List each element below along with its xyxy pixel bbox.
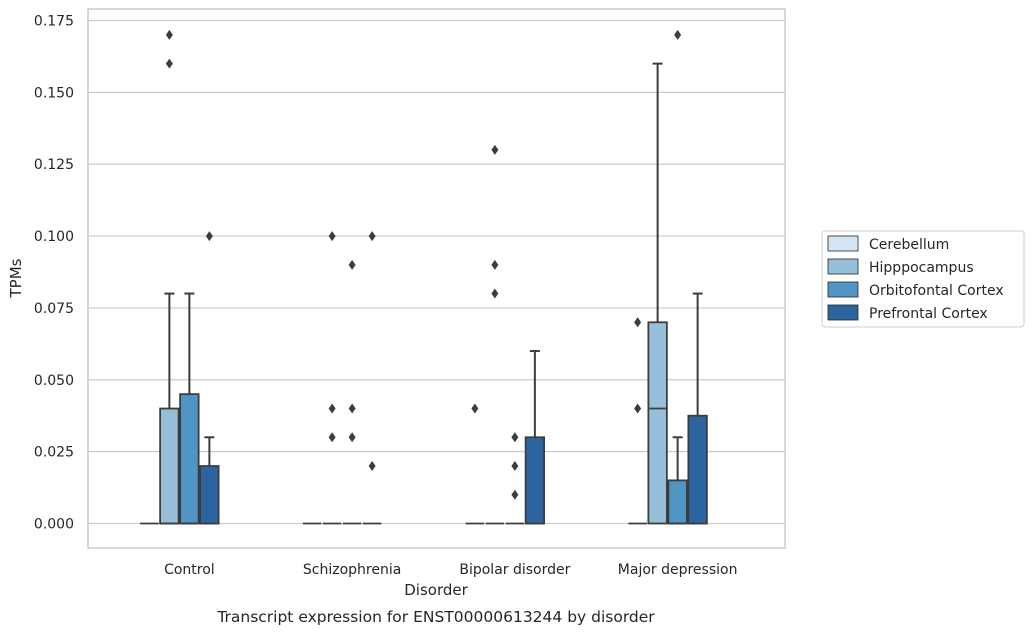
box	[342, 259, 362, 525]
outlier-point	[328, 403, 336, 414]
legend-label: Orbitofontal Cortex	[869, 283, 1004, 299]
y-tick-label: 0.000	[34, 517, 74, 533]
legend-item: Hipppocampus	[827, 258, 974, 276]
outlier-point	[511, 461, 519, 472]
y-tick-label: 0.150	[34, 85, 74, 101]
outlier-point	[348, 403, 356, 414]
x-axis-ticks: Control Schizophrenia Bipolar disorder Majo…	[164, 562, 737, 578]
box-body	[159, 407, 180, 525]
legend-item: Orbitofontal Cortex	[827, 281, 1004, 299]
legend-item: Prefrontal Cortex	[827, 304, 988, 322]
outlier-point	[368, 231, 376, 242]
box	[322, 231, 342, 525]
legend: Cerebellum Hipppocampus Orbitofontal Corte…	[821, 230, 1025, 328]
series-cerebellum	[140, 317, 647, 525]
y-tick-label: 0.125	[34, 157, 74, 173]
x-tick-label: Bipolar disorder	[459, 562, 570, 578]
outlier-point	[491, 288, 499, 299]
outlier-point	[634, 317, 642, 328]
x-tick-label: Schizophrenia	[303, 562, 401, 578]
box-body	[667, 479, 688, 525]
outlier-point	[471, 403, 479, 414]
legend-swatch	[827, 235, 859, 252]
outlier-point	[205, 231, 213, 242]
box	[505, 432, 525, 525]
box-body	[687, 414, 708, 525]
outlier-point	[674, 29, 682, 40]
box	[199, 231, 220, 525]
outlier-point	[165, 58, 173, 69]
outlier-point	[368, 461, 376, 472]
legend-frame	[821, 230, 1025, 328]
series-prefrontal-cortex	[199, 231, 708, 525]
series-hipppocampus	[159, 29, 668, 525]
y-tick-label: 0.025	[34, 445, 74, 461]
legend-label: Hipppocampus	[869, 260, 974, 276]
box	[524, 350, 546, 525]
x-tick-label: Major depression	[618, 562, 738, 578]
legend-swatch	[827, 304, 859, 321]
box-series	[140, 29, 708, 525]
legend-swatch	[827, 258, 859, 275]
outlier-point	[491, 259, 499, 270]
outlier-point	[491, 144, 499, 155]
plot-frame	[87, 8, 786, 549]
box	[159, 29, 180, 525]
outlier-point	[328, 432, 336, 443]
y-axis-label: TPMs	[7, 258, 25, 298]
outlier-point	[165, 29, 173, 40]
outlier-point	[348, 259, 356, 270]
legend-label: Cerebellum	[869, 237, 949, 253]
box-body	[179, 393, 200, 525]
y-tick-label: 0.075	[34, 301, 74, 317]
y-tick-label: 0.175	[34, 14, 74, 30]
box	[687, 292, 708, 525]
outlier-point	[511, 432, 519, 443]
box	[628, 317, 647, 525]
box	[465, 403, 485, 525]
series-orbitofontal-cortex	[179, 29, 688, 525]
box	[179, 292, 200, 525]
box-body	[199, 465, 220, 525]
box	[667, 29, 688, 525]
y-tick-label: 0.100	[34, 229, 74, 245]
box	[485, 144, 505, 525]
outlier-point	[511, 489, 519, 500]
x-tick-label: Control	[164, 562, 215, 578]
outlier-point	[348, 432, 356, 443]
legend-swatch	[827, 281, 859, 298]
outlier-point	[328, 231, 336, 242]
box	[647, 62, 668, 525]
y-axis-ticks: 0.000 0.025 0.050 0.075 0.100 0.125 0.150 0.175	[34, 14, 74, 533]
box-body	[647, 321, 668, 525]
box	[362, 231, 382, 525]
outlier-point	[634, 403, 642, 414]
gridlines	[88, 19, 785, 525]
x-axis-label: Disorder	[404, 581, 468, 599]
box-body	[524, 436, 546, 525]
legend-item: Cerebellum	[827, 235, 949, 253]
y-tick-label: 0.050	[34, 373, 74, 389]
legend-label: Prefrontal Cortex	[869, 306, 988, 322]
chart-caption: Transcript expression for ENST0000061324…	[216, 608, 655, 626]
